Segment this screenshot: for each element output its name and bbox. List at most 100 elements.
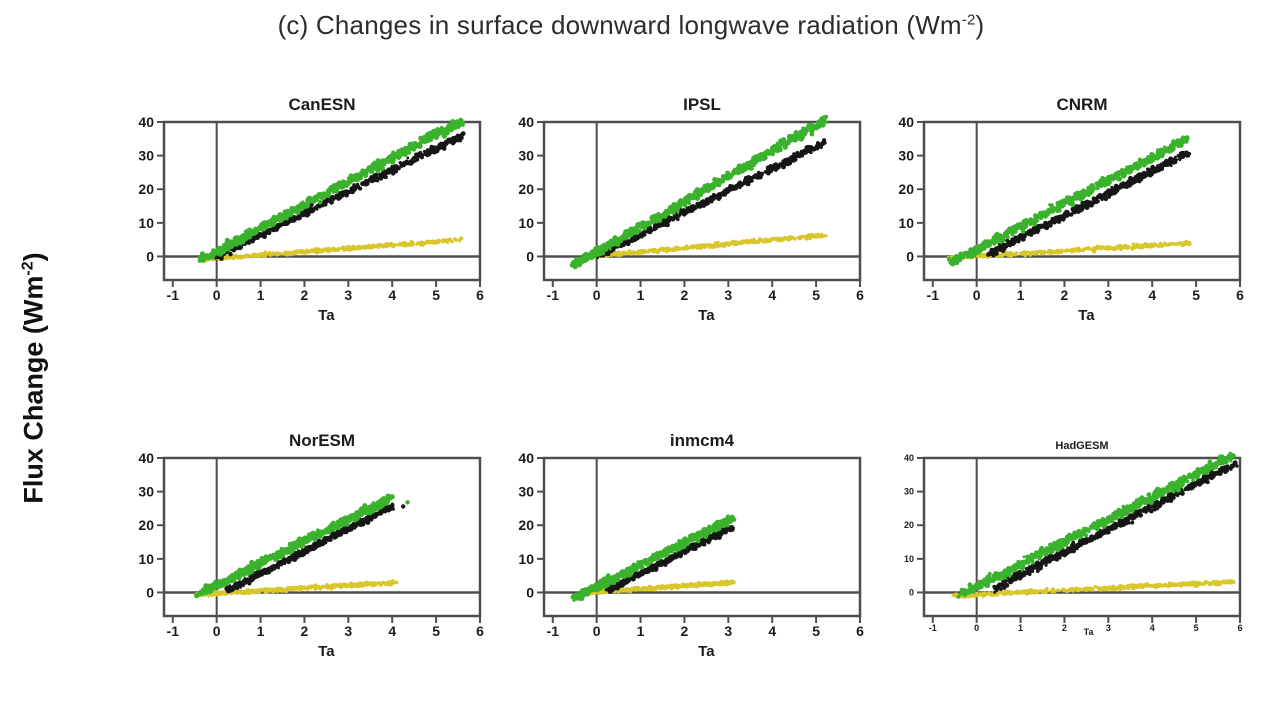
y-tick-label: 40 [518,114,534,130]
panel-title: NorESM [289,431,355,450]
x-tick-label: 1 [637,287,645,303]
y-axis-label-close: ) [18,252,49,262]
x-axis-label: Ta [698,307,715,324]
x-axis-label: Ta [1084,627,1095,637]
y-tick-label: 0 [906,248,914,264]
x-tick-label: 1 [1017,287,1025,303]
y-tick-label: 20 [904,520,914,530]
x-tick-label: 1 [257,287,265,303]
x-tick-label: 1 [1018,623,1023,633]
subplot-canesn: CanESN -1 0 1 2 3 4 5 6 Ta 0 10 20 30 40 [112,92,490,342]
panel-title: inmcm4 [670,431,735,450]
plot-canvas: HadGESM -1 0 1 2 3 4 5 6 Ta 0 10 20 30 40 [904,440,1243,637]
x-tick-label: -1 [547,287,560,303]
green-band [569,114,829,270]
y-tick-label: 10 [138,551,154,567]
black-band [596,138,827,260]
x-tick-label: 5 [432,287,440,303]
black-band [986,150,1192,258]
plot-canvas: inmcm4 -1 0 1 2 3 4 5 6 Ta 0 10 20 30 40 [518,431,864,660]
y-axis-label-superscript: -2 [19,261,37,276]
stray-point [405,500,410,505]
x-tick-label: 4 [768,287,776,303]
figure-title-superscript: -2 [961,11,976,29]
x-tick-label: 0 [593,287,601,303]
figure-title: (c) Changes in surface downward longwave… [0,10,1262,41]
plot-canvas: CNRM -1 0 1 2 3 4 5 6 Ta 0 10 20 30 40 [898,95,1244,324]
x-tick-label: 2 [1062,623,1067,633]
x-tick-label: 2 [301,623,309,639]
x-tick-label: 5 [812,623,820,639]
y-tick-label: 20 [138,517,154,533]
y-tick-label: 20 [138,181,154,197]
panel-title: CanESN [288,95,355,114]
x-tick-label: 3 [724,623,732,639]
x-tick-label: -1 [167,623,180,639]
x-tick-label: 4 [1150,623,1155,633]
x-tick-label: 6 [1236,287,1244,303]
subplot-hadgesm: HadGESM -1 0 1 2 3 4 5 6 Ta 0 10 20 30 40 [872,428,1250,678]
green-band [194,493,395,599]
x-tick-label: 0 [974,623,979,633]
y-tick-label: 10 [518,551,534,567]
y-tick-label: 40 [138,450,154,466]
y-tick-label: 10 [518,215,534,231]
subplot-cnrm: CNRM -1 0 1 2 3 4 5 6 Ta 0 10 20 30 40 [872,92,1250,342]
x-axis-label: Ta [698,643,715,660]
plot-frame [162,456,482,618]
black-band [992,460,1239,594]
plot-canvas: NorESM -1 0 1 2 3 4 5 6 Ta 0 10 20 30 40 [138,431,484,660]
x-tick-label: 0 [213,287,221,303]
y-tick-label: 30 [904,487,914,497]
x-tick-label: 4 [388,287,396,303]
y-tick-label: 30 [518,484,534,500]
green-band [197,117,466,263]
y-tick-label: 0 [146,584,154,600]
x-tick-label: -1 [927,287,940,303]
black-band [224,502,395,594]
plot-frame [922,456,1242,618]
stray-point [400,504,406,509]
x-tick-label: 5 [432,623,440,639]
y-tick-label: 30 [518,148,534,164]
y-tick-label: 10 [904,554,914,564]
x-tick-label: 0 [973,287,981,303]
panel-title: HadGESM [1055,440,1108,452]
y-tick-label: 0 [526,584,534,600]
subplot-noresm: NorESM -1 0 1 2 3 4 5 6 Ta 0 10 20 30 40 [112,428,490,678]
panel-title: IPSL [683,95,721,114]
x-tick-label: 6 [476,287,484,303]
x-tick-label: 4 [388,623,396,639]
yellow-band [578,579,736,596]
x-tick-label: 3 [344,287,352,303]
x-tick-label: 4 [1148,287,1156,303]
subplot-ipsl: IPSL -1 0 1 2 3 4 5 6 Ta 0 10 20 30 40 [492,92,870,342]
green-band [956,451,1236,599]
y-tick-label: 0 [146,248,154,264]
x-tick-label: 6 [1237,623,1242,633]
x-tick-label: 0 [213,623,221,639]
black-band [604,524,735,595]
plot-canvas: IPSL -1 0 1 2 3 4 5 6 Ta 0 10 20 30 40 [518,95,864,324]
plot-canvas: CanESN -1 0 1 2 3 4 5 6 Ta 0 10 20 30 40 [138,95,484,324]
y-tick-label: 10 [898,215,914,231]
green-band [946,135,1190,267]
x-tick-label: -1 [547,623,560,639]
y-tick-label: 0 [526,248,534,264]
plot-frame [162,120,482,282]
x-tick-label: 2 [681,287,689,303]
y-tick-label: 40 [518,450,534,466]
x-tick-label: 2 [681,623,689,639]
x-tick-label: 6 [476,623,484,639]
x-tick-label: 2 [1061,287,1069,303]
green-band [570,514,737,602]
x-tick-label: 4 [768,623,776,639]
x-axis-label: Ta [318,307,335,324]
x-axis-label: Ta [1078,307,1095,324]
yellow-band [593,232,828,260]
figure-title-text: (c) Changes in surface downward longwave… [277,10,962,40]
plot-frame [922,120,1242,282]
x-tick-label: 3 [1106,623,1111,633]
y-tick-label: 10 [138,215,154,231]
